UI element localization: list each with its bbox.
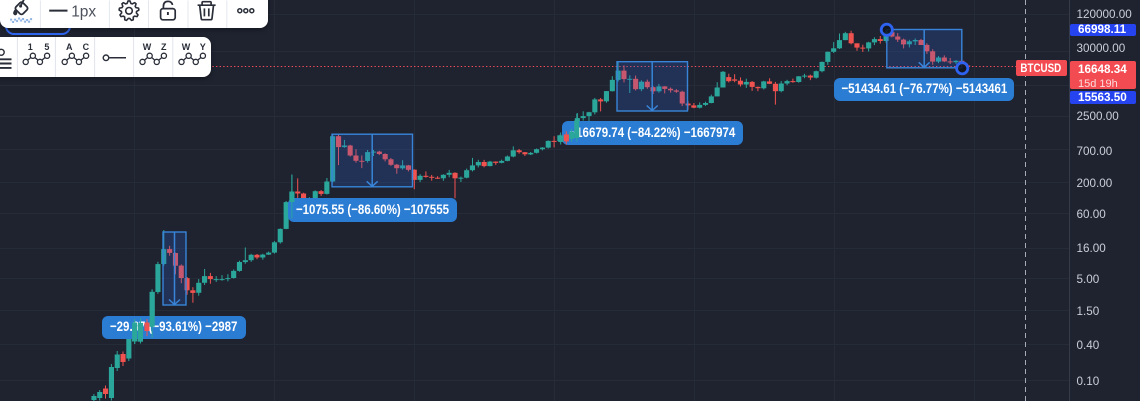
svg-text:1: 1: [28, 42, 33, 52]
svg-text:A: A: [66, 42, 73, 52]
svg-text:C: C: [83, 42, 90, 52]
svg-text:Z: Z: [161, 42, 167, 52]
svg-text:Y: Y: [200, 42, 206, 52]
svg-text:W: W: [182, 42, 191, 52]
svg-text:1px: 1px: [71, 3, 96, 20]
svg-text:5: 5: [44, 42, 49, 52]
svg-text:W: W: [143, 42, 152, 52]
